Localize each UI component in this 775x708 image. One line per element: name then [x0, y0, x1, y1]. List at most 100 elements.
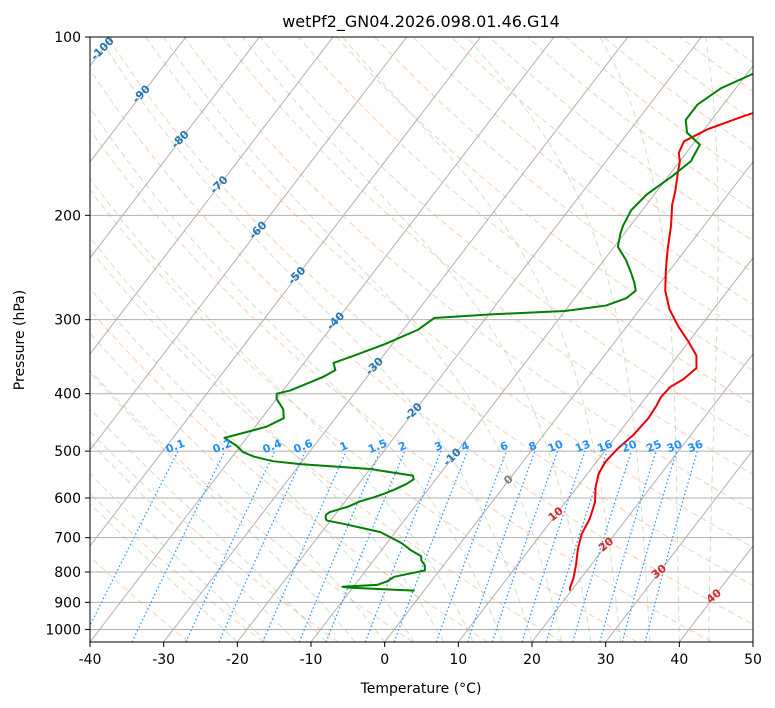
y-tick-label: 400: [54, 387, 81, 403]
moist-adiabat-line: [342, 37, 621, 642]
profile-lines: [223, 72, 753, 592]
mixing-ratio-line: [131, 450, 226, 642]
isotherm-gridline: [90, 37, 408, 451]
isotherm-gridline: [384, 161, 753, 642]
dry-adiabat-line: [221, 37, 753, 475]
mixing-ratio-label: 36: [686, 437, 705, 455]
dry-adiabat-line: [145, 37, 753, 549]
dry-adiabat-line: [90, 128, 712, 642]
isotherm-gridline: [90, 37, 187, 163]
dry-adiabat-line: [90, 430, 339, 642]
moist-adiabat-line: [90, 177, 474, 642]
isotherm-gridline: [457, 257, 753, 642]
mixing-ratio-line: [298, 450, 381, 642]
x-tick-label: -20: [226, 652, 249, 668]
x-tick-label: 40: [670, 652, 688, 668]
mixing-ratio-line: [185, 450, 276, 642]
dewpoint-profile-line: [223, 72, 753, 592]
mixing-ratio-line: [218, 450, 307, 642]
y-tick-label: 200: [54, 208, 81, 224]
plot-frame: [89, 36, 754, 643]
dry-adiabat-line: [90, 309, 488, 642]
x-tick-label: 30: [597, 652, 615, 668]
chart-title: wetPf2_GN04.2026.098.01.46.G14: [282, 12, 560, 32]
dry-adiabat-line: [259, 37, 753, 440]
mixing-ratio-label: 1: [338, 439, 350, 454]
mixing-ratio-line: [466, 450, 536, 642]
isotherm-gridline: [236, 37, 702, 642]
y-tick-label: 1000: [45, 622, 81, 638]
x-axis-label: Temperature (°C): [360, 681, 482, 697]
mixing-ratio-label: 30: [665, 437, 684, 455]
x-tick-label: 10: [449, 652, 467, 668]
isotherm-gridline: [90, 37, 555, 642]
x-tick-label: -40: [79, 652, 102, 668]
moist-adiabat-line: [599, 37, 680, 642]
moist-adiabat-line: [90, 287, 415, 642]
moist-adiabat-line: [704, 37, 719, 642]
mixing-ratio-line: [545, 450, 608, 642]
dry-adiabat-line: [107, 37, 753, 586]
y-tick-label: 100: [54, 30, 81, 46]
dry-adiabat-line: [183, 37, 753, 512]
mixing-ratio-label: 10: [546, 437, 565, 455]
isotherm-gridline: [531, 353, 753, 642]
isotherm-gridline: [310, 64, 753, 642]
mixing-ratio-label: 13: [573, 438, 592, 456]
y-tick-label: 700: [54, 531, 81, 547]
y-tick-label: 900: [54, 595, 81, 611]
mixing-ratio-label: 20: [620, 437, 639, 455]
dry-adiabat-line: [298, 37, 753, 405]
moist-adiabat-line: [90, 332, 386, 642]
mixing-ratio-line: [572, 450, 632, 642]
dry-adiabat-line: [527, 37, 753, 211]
dry-adiabat-line: [336, 37, 753, 371]
dry-adiabat-line: [90, 68, 753, 625]
dry-adiabat-line: [488, 37, 753, 242]
mixing-ratio-label: 8: [527, 439, 539, 454]
x-tick-label: 0: [380, 652, 389, 668]
y-tick-label: 800: [54, 565, 81, 581]
dry-adiabat-line: [90, 369, 414, 642]
dry-adiabat-line: [374, 37, 753, 338]
mixing-ratio-label: 16: [595, 437, 614, 455]
isotherm-gridline: [90, 37, 334, 355]
x-tick-label: 20: [523, 652, 541, 668]
moist-adiabat-line: [99, 37, 533, 642]
moist-adiabat-line: [242, 37, 592, 642]
y-tick-label: 600: [54, 491, 81, 507]
moist-adiabat-line: [466, 37, 651, 642]
mixing-ratio-label: 25: [644, 438, 663, 456]
moist-adiabat-line: [162, 37, 562, 642]
moist-adiabat-line: [90, 408, 327, 642]
temperature-profile-line: [568, 112, 753, 591]
x-tick-label: 50: [744, 652, 762, 668]
dry-adiabat-line: [603, 37, 753, 151]
axes: -40 -30 -20 -10 0 10 20 30 40 50 100 200 300 400 500 60…: [45, 30, 762, 668]
isotherm-gridline: [90, 37, 260, 259]
mixing-ratio-label: 3: [433, 439, 445, 454]
moist-adiabat-line: [90, 236, 445, 642]
mixing-ratio-line: [491, 450, 559, 642]
mixing-ratio-line: [262, 450, 347, 642]
mixing-ratio-line: [621, 450, 678, 642]
moist-adiabat-line: [90, 371, 356, 642]
y-tick-label: 300: [54, 313, 81, 329]
x-tick-label: -30: [152, 652, 175, 668]
y-axis-label: Pressure (hPa): [12, 290, 28, 390]
mixing-ratio-line: [435, 450, 507, 642]
isotherm-gridline: [90, 37, 481, 547]
plot-background: [90, 37, 753, 642]
mixing-ratio-line: [521, 450, 586, 642]
mixing-ratio-label: 2: [396, 439, 408, 454]
x-tick-label: -10: [300, 652, 323, 668]
dry-adiabat-line: [90, 248, 563, 642]
mixing-ratio-line: [644, 450, 698, 642]
mixing-ratio-line: [599, 450, 657, 642]
isotherm-gridline: [605, 449, 753, 642]
dry-adiabat-line: [90, 189, 638, 642]
moist-adiabat-line: [90, 106, 503, 642]
y-tick-label: 500: [54, 444, 81, 460]
